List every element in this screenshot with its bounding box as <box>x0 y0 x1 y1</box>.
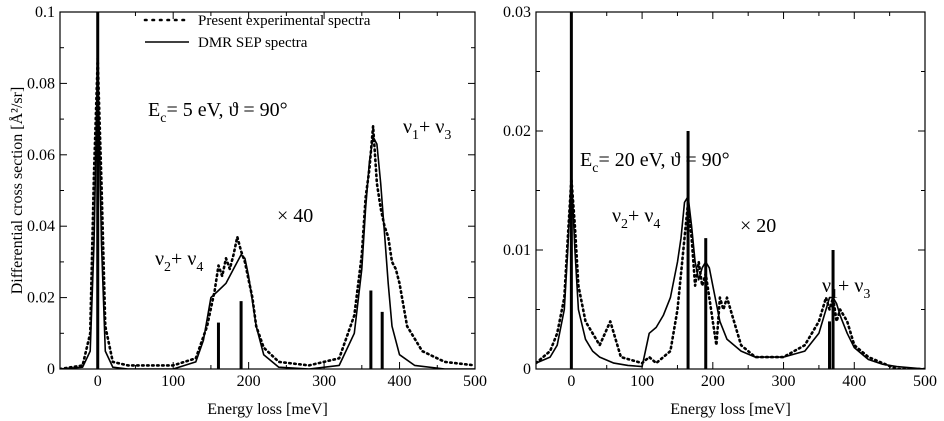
x-tick-label: 500 <box>463 373 487 390</box>
scale-factor-label: × 20 <box>740 215 776 237</box>
series-line-dmr-sep <box>536 171 925 369</box>
plot-frame <box>535 11 926 370</box>
band-label-v1-v3: ν1+ ν3 <box>822 275 870 302</box>
y-tick-label: 0.1 <box>35 4 55 21</box>
x-tick-label: 200 <box>701 373 725 390</box>
band-label-v1-v3: ν1+ ν3 <box>403 116 451 143</box>
plot-frame <box>59 11 476 370</box>
x-tick-label: 200 <box>237 373 261 390</box>
chart-panel-right: 0 100 200 300 400 500 Energy loss [meV] 0 0.01 0.… <box>503 4 937 418</box>
annotations: Ec= 5 eV, ϑ = 90° × 40 ν2+ ν4 ν1+ ν3 <box>148 99 451 275</box>
x-tick-label: 300 <box>772 373 796 390</box>
y-tick-label: 0.03 <box>503 4 531 21</box>
y-tick-label: 0.04 <box>27 218 55 235</box>
legend: Present experimental spectra DMR SEP spec… <box>143 13 371 51</box>
x-tick-label: 500 <box>913 373 937 390</box>
x-axis: 0 100 200 300 400 500 Energy loss [meV] <box>535 12 937 418</box>
x-tick-label: 100 <box>161 373 185 390</box>
scale-factor-label: × 40 <box>277 205 313 227</box>
x-tick-label: 0 <box>567 373 575 390</box>
x-tick-label: 0 <box>94 373 102 390</box>
x-tick-label: 300 <box>312 373 336 390</box>
series-line-experimental <box>536 177 925 369</box>
y-axis-label: Differential cross section [Å²/sr] <box>8 87 26 295</box>
y-axis: 0 0.01 0.02 0.03 <box>503 4 925 378</box>
legend-label: Present experimental spectra <box>198 13 371 29</box>
conditions-label: Ec= 5 eV, ϑ = 90° <box>148 99 288 126</box>
legend-label: DMR SEP spectra <box>198 35 308 51</box>
band-label-v2-v4: ν2+ ν4 <box>155 248 203 275</box>
y-tick-label: 0.08 <box>27 75 55 92</box>
conditions-label: Ec= 20 eV, ϑ = 90° <box>580 149 730 176</box>
y-tick-label: 0.06 <box>27 147 55 164</box>
series-group <box>536 12 925 369</box>
annotations: Ec= 20 eV, ϑ = 90° × 20 ν2+ ν4 ν1+ ν3 <box>580 149 870 302</box>
y-tick-label: 0.02 <box>503 123 531 140</box>
y-axis: 0 0.02 0.04 0.06 0.08 0.1 Differential cross s… <box>8 4 475 378</box>
y-tick-label: 0 <box>523 361 531 378</box>
band-label-v2-v4: ν2+ ν4 <box>612 205 660 232</box>
x-axis-label: Energy loss [meV] <box>207 401 328 418</box>
y-tick-label: 0.01 <box>503 242 531 259</box>
series-group <box>60 12 475 369</box>
x-axis-label: Energy loss [meV] <box>670 401 791 418</box>
x-tick-label: 400 <box>388 373 412 390</box>
x-tick-label: 400 <box>842 373 866 390</box>
series-line-dmr-sep <box>60 57 475 369</box>
chart-panel-left: 0 100 200 300 400 500 Energy loss [meV] 0 0.02 0.… <box>8 4 487 418</box>
y-tick-label: 0.02 <box>27 290 55 307</box>
y-tick-label: 0 <box>47 361 55 378</box>
x-tick-label: 100 <box>630 373 654 390</box>
